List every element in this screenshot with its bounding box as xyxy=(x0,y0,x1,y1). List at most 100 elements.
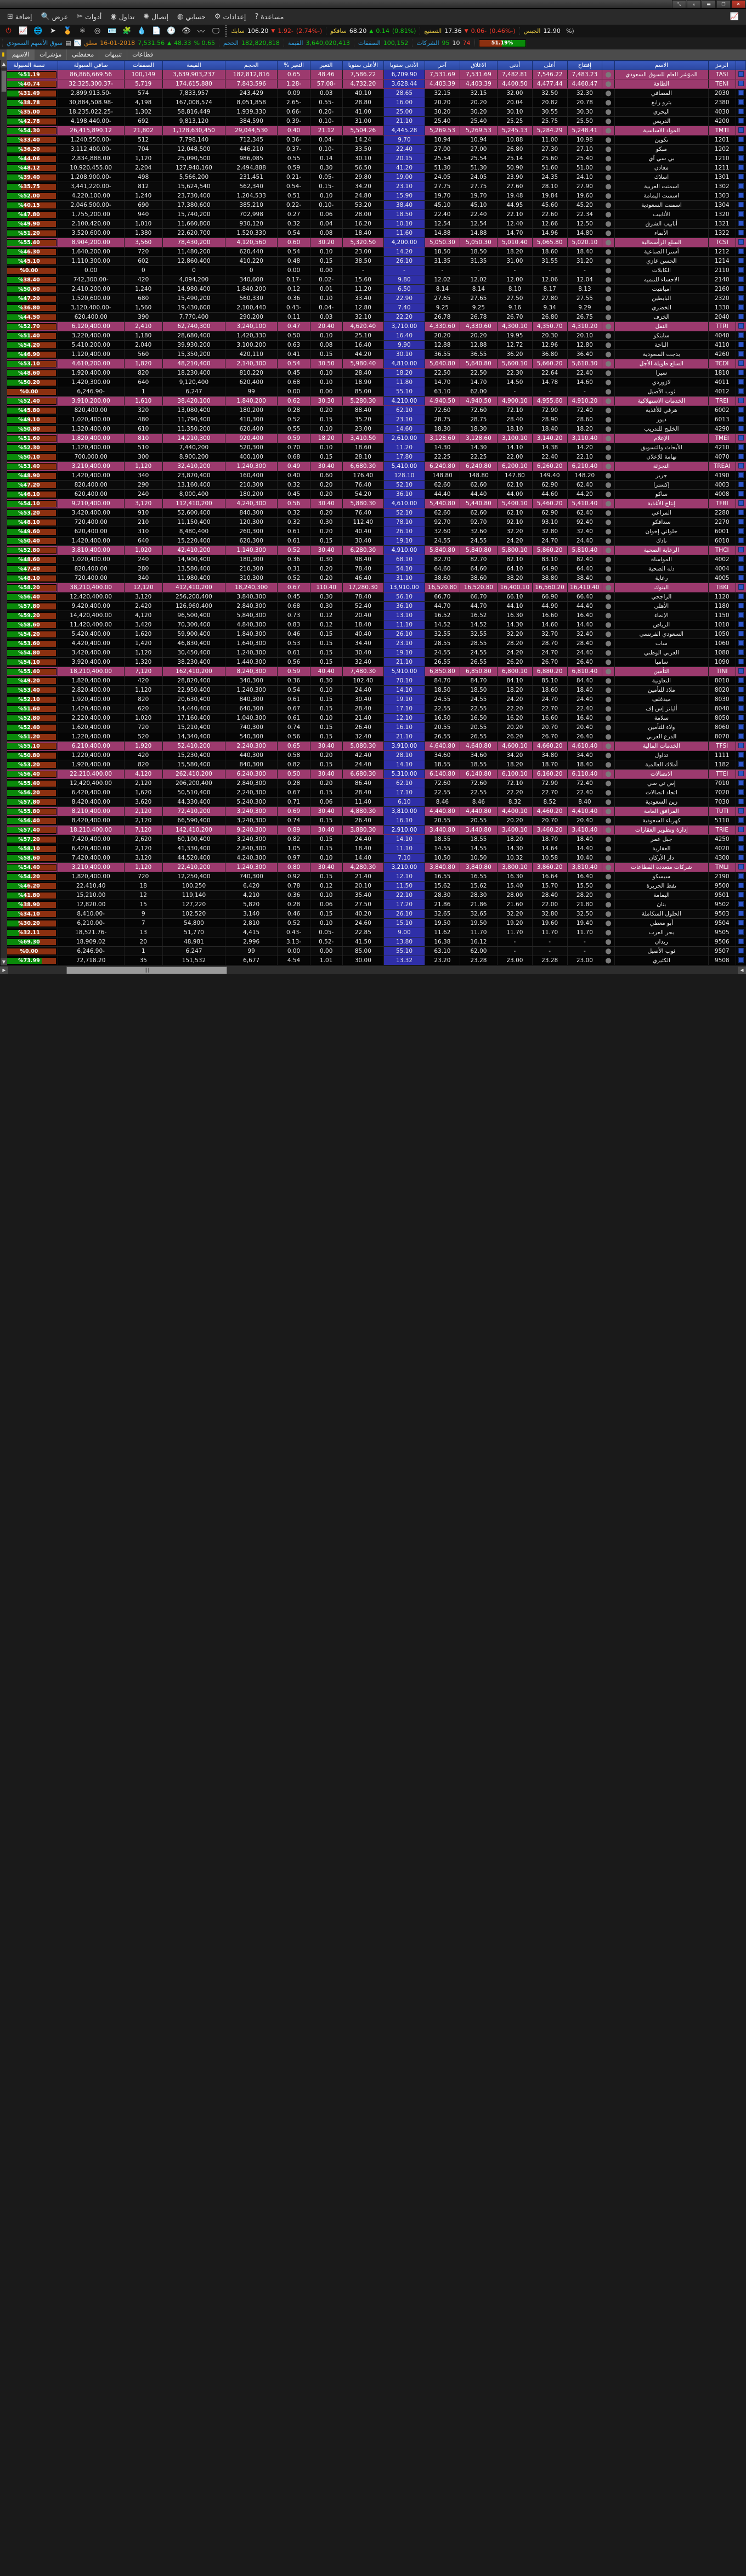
row-flag[interactable] xyxy=(735,890,746,900)
location-pin-icon[interactable]: ⬤ xyxy=(605,958,612,964)
row-flag[interactable] xyxy=(735,732,746,742)
row-flag[interactable] xyxy=(735,900,746,909)
table-row[interactable]: 2110 الكابلات ⬤ - - - - - - -0.00 0.00 0 0 0 0.00 %0.00 xyxy=(0,265,746,275)
table-row[interactable]: 8030 ميدغلف ⬤ 24.40 24.70 24.20 24.55 24.55 19.1… xyxy=(0,694,746,704)
cell-symbol[interactable]: TCDI xyxy=(708,359,736,369)
row-flag[interactable] xyxy=(735,359,746,369)
row-flag[interactable] xyxy=(735,228,746,238)
scroll-down-arrow[interactable]: ▼ xyxy=(1,958,7,965)
cell-symbol[interactable]: TCSI xyxy=(708,238,736,247)
row-flag[interactable] xyxy=(735,527,746,536)
table-row[interactable]: 1201 تكوين ⬤ 10.98 11.00 10.88 10.94 10.94 9.70 1… xyxy=(0,135,746,145)
cell-pin[interactable]: ⬤ xyxy=(602,368,615,378)
row-flag[interactable] xyxy=(735,853,746,863)
cell-pin[interactable]: ⬤ xyxy=(602,387,615,397)
column-header-sym[interactable]: الرمز xyxy=(708,60,736,70)
location-pin-icon[interactable]: ⬤ xyxy=(605,818,612,824)
cell-pin[interactable]: ⬤ xyxy=(602,433,615,443)
cell-pin[interactable]: ⬤ xyxy=(602,741,615,751)
table-row[interactable]: 1212 أسترا الصناعية ⬤ 18.40 18.60 18.20 18.50 1… xyxy=(0,247,746,257)
row-flag[interactable] xyxy=(735,200,746,210)
location-pin-icon[interactable]: ⬤ xyxy=(605,91,612,97)
cell-name[interactable]: أليانز إس إف xyxy=(614,704,709,714)
cell-pin[interactable]: ⬤ xyxy=(602,219,615,229)
column-header-pin[interactable] xyxy=(602,60,615,70)
cell-symbol[interactable]: 9503 xyxy=(708,909,736,919)
location-pin-icon[interactable]: ⬤ xyxy=(605,678,612,684)
cell-name[interactable]: دار الأركان xyxy=(614,853,709,863)
sector-row[interactable]: TCDI السلع طويلة الأجل ⬤ 5,610.30 5,660.20 5,… xyxy=(0,359,746,369)
cell-pin[interactable]: ⬤ xyxy=(602,144,615,154)
cell-symbol[interactable]: 1080 xyxy=(708,648,736,658)
location-pin-icon[interactable]: ⬤ xyxy=(605,715,612,721)
ticker-item-3[interactable]: الجبس 12.90 (% xyxy=(519,27,578,35)
cell-symbol[interactable]: 2190 xyxy=(708,872,736,882)
list-icon[interactable]: ▤ xyxy=(65,39,71,47)
location-pin-icon[interactable]: ⬤ xyxy=(605,669,612,675)
cell-symbol[interactable]: 2380 xyxy=(708,98,736,108)
tab-0[interactable]: الاسهم xyxy=(7,49,34,60)
location-pin-icon[interactable]: ⬤ xyxy=(605,687,612,693)
cell-pin[interactable]: ⬤ xyxy=(602,732,615,742)
location-pin-icon[interactable]: ⬤ xyxy=(605,286,612,292)
cell-pin[interactable]: ⬤ xyxy=(602,620,615,630)
cell-pin[interactable]: ⬤ xyxy=(602,573,615,583)
tab-2[interactable]: محفظتي xyxy=(66,49,99,60)
cell-pin[interactable]: ⬤ xyxy=(602,98,615,108)
cell-pin[interactable]: ⬤ xyxy=(602,760,615,770)
table-row[interactable]: 1810 سيرا ⬤ 22.40 22.64 22.30 22.50 22.50 18.20 2… xyxy=(0,368,746,378)
cell-name[interactable]: شركات متعددة القطاعات xyxy=(614,862,709,872)
cell-name[interactable]: الإنماء xyxy=(614,611,709,620)
cell-pin[interactable]: ⬤ xyxy=(602,396,615,406)
cell-symbol[interactable]: 1212 xyxy=(708,247,736,257)
cell-name[interactable]: ملاذ للتأمين xyxy=(614,685,709,695)
cell-symbol[interactable]: 2040 xyxy=(708,312,736,322)
row-flag[interactable] xyxy=(735,452,746,462)
sector-row[interactable]: TTRI النقل ⬤ 4,310.20 4,350.70 4,300.10 4,330.… xyxy=(0,321,746,331)
location-pin-icon[interactable]: ⬤ xyxy=(605,398,612,404)
location-pin-icon[interactable]: ⬤ xyxy=(605,81,612,87)
table-row[interactable]: 9507 ثوب الأصيل ⬤ - - -62.00 63.10 55.10 85.00 0.… xyxy=(0,946,746,956)
sector-row[interactable]: TMLI شركات متعددة القطاعات ⬤ 3,810.40 3,860.… xyxy=(0,862,746,872)
cell-name[interactable]: اتحاد اتصالات xyxy=(614,788,709,798)
cell-pin[interactable]: ⬤ xyxy=(602,816,615,826)
cell-pin[interactable]: ⬤ xyxy=(602,172,615,182)
cell-symbol[interactable]: 8020 xyxy=(708,685,736,695)
row-flag[interactable] xyxy=(735,517,746,527)
cell-pin[interactable]: ⬤ xyxy=(602,825,615,835)
table-row[interactable]: 4002 المواساة ⬤ 82.40 83.10 82.10 82.70 82.70 68… xyxy=(0,555,746,564)
cell-symbol[interactable]: 9500 xyxy=(708,881,736,891)
row-flag[interactable] xyxy=(735,788,746,798)
cell-symbol[interactable]: 8010 xyxy=(708,676,736,686)
cell-name[interactable]: سلامة xyxy=(614,713,709,723)
table-row[interactable]: 9503 الحلول المتكاملة ⬤ 32.50 32.80 32.20 32.6… xyxy=(0,909,746,919)
cell-symbol[interactable]: TBKI xyxy=(708,583,736,592)
ticker-item-2[interactable]: التصنيع 17.36 ▼ -0.06 (-0.46%) xyxy=(420,27,519,35)
sector-row[interactable]: TFBI إنتاج الأغذية ⬤ 5,410.40 5,460.20 5,400.… xyxy=(0,499,746,509)
cell-name[interactable]: أنابيب الشرق xyxy=(614,219,709,229)
cell-name[interactable]: اسمنت العربية xyxy=(614,182,709,191)
cell-pin[interactable]: ⬤ xyxy=(602,293,615,303)
drop-icon[interactable]: 💧 xyxy=(137,27,146,35)
cell-pin[interactable]: ⬤ xyxy=(602,471,615,481)
location-pin-icon[interactable]: ⬤ xyxy=(605,193,612,199)
column-header-open[interactable]: إفتتاح xyxy=(567,60,603,70)
row-flag[interactable] xyxy=(735,956,746,965)
menu-item-1[interactable]: 🔍 عرض xyxy=(37,12,72,22)
row-flag[interactable] xyxy=(735,210,746,219)
column-header-val[interactable]: القيمة xyxy=(162,60,225,70)
cell-pin[interactable]: ⬤ xyxy=(602,956,615,965)
cell-symbol[interactable]: 1330 xyxy=(708,303,736,313)
table-row[interactable]: 8020 ملاذ للتأمين ⬤ 18.40 18.60 18.20 18.50 18.… xyxy=(0,685,746,695)
cell-symbol[interactable]: TREI xyxy=(708,396,736,406)
table-row[interactable]: 9502 بنان ⬤ 21.80 22.00 21.60 21.86 21.86 17.20 2… xyxy=(0,900,746,909)
cell-name[interactable]: المرافق العامة xyxy=(614,806,709,816)
cell-symbol[interactable]: TTRI xyxy=(708,321,736,331)
cell-pin[interactable]: ⬤ xyxy=(602,70,615,80)
row-flag[interactable] xyxy=(735,405,746,415)
globe-icon[interactable]: 🌐 xyxy=(33,27,43,35)
cell-pin[interactable]: ⬤ xyxy=(602,210,615,219)
cell-name[interactable]: دله الصحية xyxy=(614,564,709,574)
cell-pin[interactable]: ⬤ xyxy=(602,900,615,909)
cell-pin[interactable]: ⬤ xyxy=(602,937,615,947)
